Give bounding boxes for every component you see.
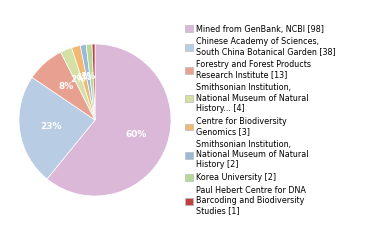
Text: 8%: 8% [58, 82, 73, 91]
Wedge shape [47, 44, 171, 196]
Text: 2%: 2% [71, 75, 86, 84]
Text: 1%: 1% [76, 73, 92, 82]
Wedge shape [92, 44, 95, 120]
Text: 1%: 1% [81, 72, 96, 81]
Wedge shape [86, 44, 95, 120]
Text: 23%: 23% [41, 122, 62, 131]
Wedge shape [61, 48, 95, 120]
Text: 60%: 60% [126, 130, 147, 139]
Wedge shape [72, 45, 95, 120]
Wedge shape [19, 77, 95, 179]
Wedge shape [80, 45, 95, 120]
Legend: Mined from GenBank, NCBI [98], Chinese Academy of Sciences,
South China Botanica: Mined from GenBank, NCBI [98], Chinese A… [185, 24, 336, 216]
Wedge shape [32, 52, 95, 120]
